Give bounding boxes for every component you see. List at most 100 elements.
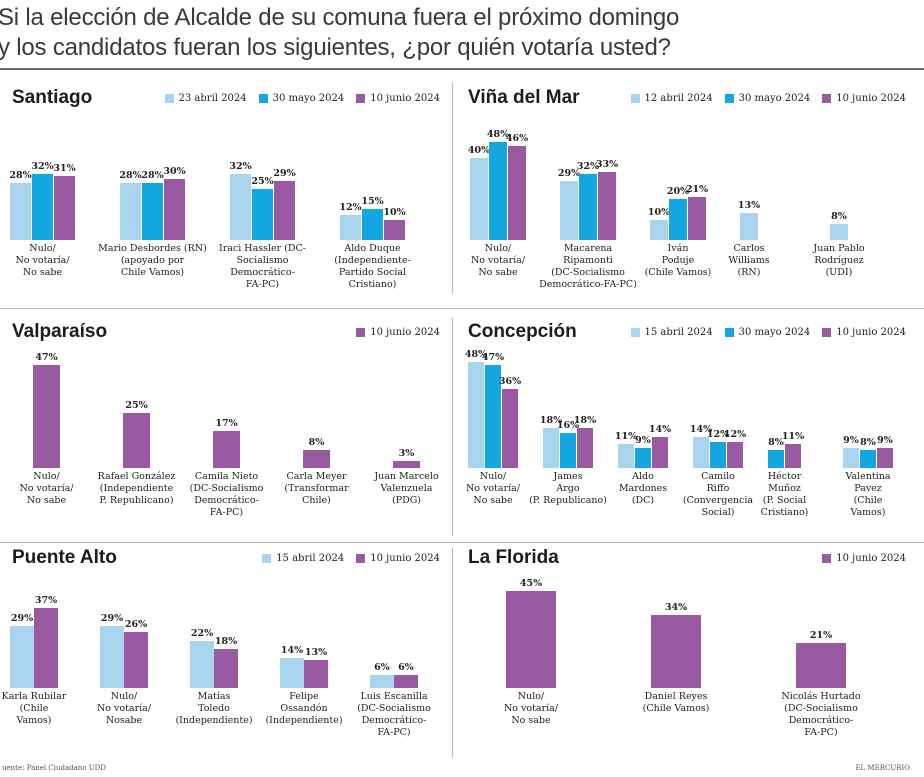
bar	[618, 443, 634, 468]
bar	[33, 364, 60, 468]
chart-vina-del-mar: Viña del Mar 12 abril 2024 30 mayo 2024 …	[456, 86, 916, 308]
divider-horizontal-2	[0, 542, 924, 543]
bar-value-label: 8%	[860, 437, 876, 449]
category-label: Daniel Reyes (Chile Vamos)	[642, 691, 710, 714]
bar	[214, 649, 238, 688]
chart-title: Concepción	[468, 321, 577, 342]
divider-horizontal-1	[0, 308, 924, 309]
legend-item: 15 abril 2024	[262, 553, 344, 564]
legend-swatch-mid	[724, 94, 734, 103]
category-label: Nulo/ No votaría/ No sabe	[503, 691, 559, 726]
bar-value-label: 11%	[614, 430, 638, 442]
chart-legend: 10 junio 2024	[822, 553, 906, 564]
category-label: Nulo/ No votaría/ No sabe	[19, 471, 74, 506]
chart-puente-alto: Puente Alto 15 abril 2024 10 junio 2024 …	[0, 546, 450, 760]
headline-line-1: Si la elección de Alcalde de su comuna f…	[0, 4, 680, 31]
bar	[213, 430, 240, 468]
bar	[877, 448, 893, 468]
chart-concepcion: Concepción 15 abril 2024 30 mayo 2024 10…	[456, 320, 916, 542]
legend-item: 30 mayo 2024	[724, 327, 811, 338]
bar-value-label: 37%	[34, 595, 58, 607]
legend-swatch-purple	[822, 94, 832, 103]
legend-label: 10 junio 2024	[836, 553, 906, 564]
bar-value-label: 11%	[781, 430, 805, 442]
bar-value-label: 12%	[339, 202, 362, 214]
bar	[727, 441, 743, 468]
bar	[394, 675, 418, 688]
chart-legend: 23 abril 2024 30 mayo 2024 10 junio 2024	[164, 93, 440, 104]
bar	[164, 178, 185, 240]
bar-value-label: 32%	[576, 161, 600, 173]
bar-value-label: 48%	[464, 349, 488, 361]
legend-swatch-purple	[356, 94, 366, 103]
bar-value-label: 15%	[361, 196, 384, 208]
legend-swatch-purple	[822, 328, 832, 337]
category-label: Macarena Ripamonti (DC-Socialismo Democr…	[539, 243, 637, 290]
legend-label: 23 abril 2024	[178, 93, 247, 104]
bar-value-label: 22%	[190, 627, 214, 639]
bar	[693, 437, 709, 468]
legend-label: 10 junio 2024	[836, 327, 906, 338]
bar-value-label: 6%	[398, 662, 414, 674]
bar-value-label: 33%	[595, 159, 619, 171]
bar	[688, 196, 706, 240]
chart-title: Viña del Mar	[468, 87, 580, 108]
legend-item: 10 junio 2024	[822, 553, 906, 564]
legend-item: 10 junio 2024	[356, 93, 440, 104]
chart-la-florida: La Florida 10 junio 2024 45% Nulo/ No vot…	[456, 546, 916, 760]
bar-value-label: 12%	[723, 428, 747, 440]
bar	[669, 199, 687, 240]
legend-swatch-purple	[822, 554, 832, 563]
headline-line-2: y los candidatos fueran los siguientes, …	[0, 34, 671, 61]
bar	[100, 625, 124, 688]
bar-value-label: 25%	[251, 175, 274, 187]
bar	[274, 180, 295, 240]
bar	[10, 625, 34, 688]
category-label: Matías Toledo (Independiente)	[175, 691, 253, 726]
bar	[830, 223, 848, 240]
bar-value-label: 36%	[498, 375, 522, 387]
legend-label: 12 abril 2024	[644, 93, 713, 104]
bar	[508, 145, 526, 240]
bar	[54, 176, 75, 240]
bar	[280, 657, 304, 688]
bar	[796, 642, 846, 688]
bar	[340, 215, 361, 240]
bar	[650, 219, 668, 240]
chart-title: La Florida	[468, 547, 559, 568]
bar	[489, 141, 507, 240]
bar	[543, 428, 559, 468]
divider-vertical-middle	[452, 318, 453, 536]
legend-label: 30 mayo 2024	[738, 327, 811, 338]
category-label: Nulo/ No votaría/ No sabe	[15, 243, 70, 278]
bar-value-label: 13%	[304, 647, 328, 659]
bar-value-label: 8%	[308, 437, 325, 449]
category-label: Aldo Duque (Independiente- Partido Socia…	[334, 243, 411, 290]
bar-value-label: 30%	[163, 165, 186, 177]
legend-item: 10 junio 2024	[822, 93, 906, 104]
legend-swatch-light	[630, 328, 640, 337]
legend-item: 30 mayo 2024	[258, 93, 344, 104]
category-label: Mario Desbordes (RN) (apoyado por Chile …	[98, 243, 207, 278]
category-label: Camilo Riffo (Convergencia Social)	[682, 471, 754, 518]
category-label: Felipe Ossandón (Independiente)	[265, 691, 343, 726]
bar	[10, 182, 31, 240]
category-label: Carla Meyer (Transformar Chile)	[284, 471, 349, 506]
category-label: Héctor Muñoz (P. Social Cristiano)	[760, 471, 809, 518]
bar	[485, 364, 501, 468]
bar-value-label: 21%	[685, 183, 709, 195]
bar-value-label: 20%	[666, 186, 690, 197]
bar-value-label: 29%	[557, 167, 581, 179]
category-label: James Argo (P. Republicano)	[529, 471, 607, 506]
category-label: Karla Rubilar (Chile Vamos)	[1, 691, 67, 726]
bar-value-label: 29%	[10, 612, 34, 624]
bar	[768, 450, 784, 468]
legend-swatch-purple	[356, 328, 366, 337]
bar	[370, 675, 394, 688]
category-label: Valentina Pavez (Chile Vamos)	[845, 471, 891, 518]
bar	[579, 174, 597, 240]
category-label: Aldo Mardones (DC)	[618, 471, 668, 506]
category-label: Nulo/ No votaría/ Nosabe	[96, 691, 152, 726]
bar-value-label: 34%	[664, 601, 688, 613]
divider-vertical-bottom	[452, 548, 453, 758]
